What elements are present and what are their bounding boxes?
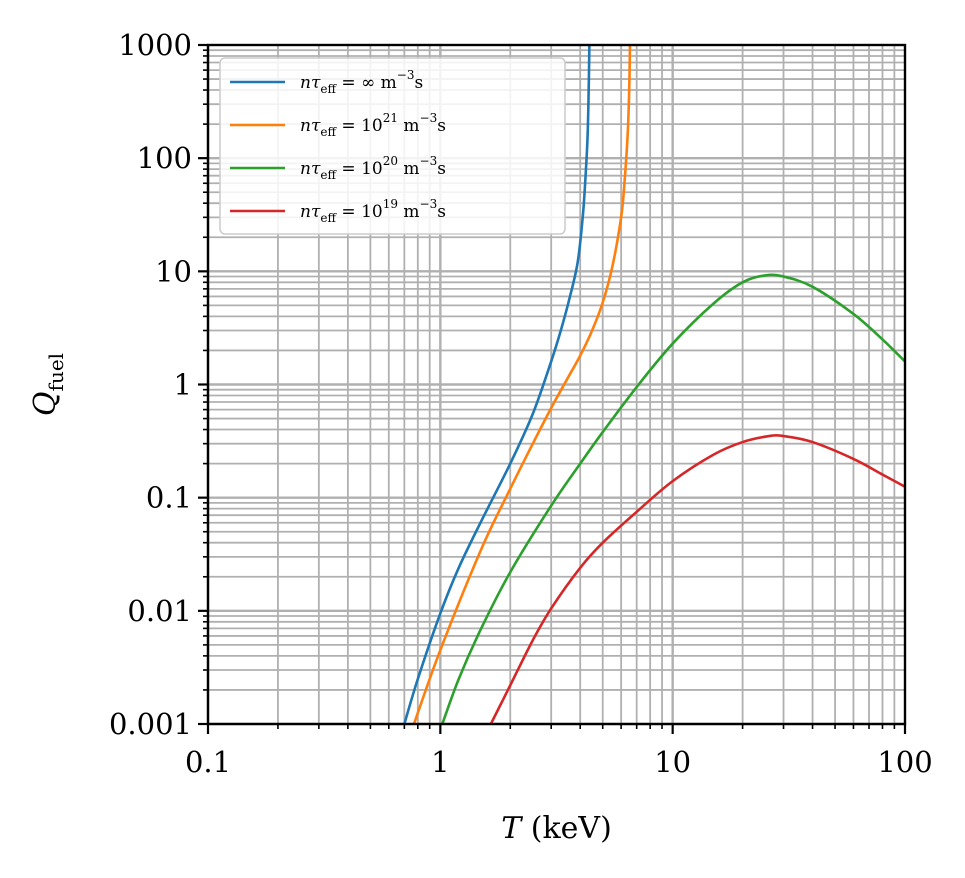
y-tick-label: 1 xyxy=(174,368,192,402)
y-tick-label: 0.01 xyxy=(127,594,192,628)
x-tick-label: 0.1 xyxy=(185,745,231,779)
legend: nτeff = ∞ m−3s nτeff = 1021 m−3s nτeff = 1… xyxy=(219,57,566,235)
axis-labels: T (keV) Qfuel xyxy=(28,353,612,846)
y-tick-label: 100 xyxy=(137,141,192,175)
y-tick-label: 10 xyxy=(155,254,192,288)
series-lines xyxy=(403,45,905,724)
series-line-3 xyxy=(489,434,905,724)
x-tick-label: 1 xyxy=(431,745,449,779)
plot-frame xyxy=(206,43,907,726)
legend-label-1: nτeff = 1021 m−3s xyxy=(300,111,446,139)
series-line-2 xyxy=(441,273,905,724)
x-axis-label: T (keV) xyxy=(501,811,612,846)
tick-labels: 0.1 1 10 100 0.001 0.01 0.1 1 10 100 1000 xyxy=(109,28,933,779)
legend-box xyxy=(219,57,566,235)
legend-label-2: nτeff = 1020 m−3s xyxy=(300,154,446,182)
series-line-0 xyxy=(403,45,591,724)
legend-label-3: nτeff = 1019 m−3s xyxy=(300,197,446,225)
x-tick-label: 100 xyxy=(877,745,932,779)
x-tick-label: 10 xyxy=(654,745,691,779)
y-axis-label: Qfuel xyxy=(28,353,68,416)
y-tick-label: 0.1 xyxy=(146,481,192,515)
legend-label-0: nτeff = ∞ m−3s xyxy=(300,68,423,96)
y-tick-label: 1000 xyxy=(118,28,192,62)
series-line-1 xyxy=(412,45,632,724)
y-tick-label: 0.001 xyxy=(109,707,192,741)
x-axis-unit: (keV) xyxy=(521,811,612,846)
